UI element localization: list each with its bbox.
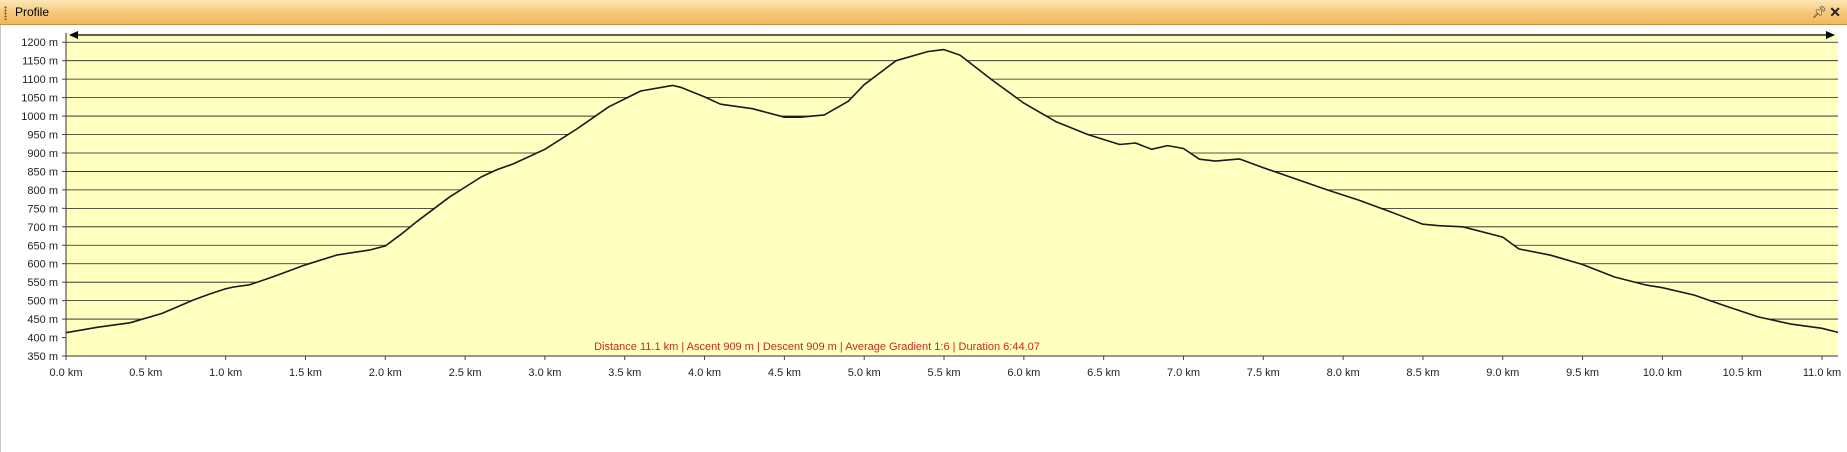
y-axis-ticks: 350 m 400 m 450 m 500 m 550 m 600 m 650 m 700 m…	[21, 37, 66, 363]
y-tick-label: 900 m	[27, 148, 58, 160]
arrow-right-icon[interactable]	[1826, 31, 1835, 39]
y-tick-label: 1050 m	[21, 93, 58, 105]
x-tick-label: 3.5 km	[608, 367, 641, 379]
x-tick-label: 2.5 km	[449, 367, 482, 379]
x-tick-label: 8.0 km	[1327, 367, 1360, 379]
elevation-chart: 350 m 400 m 450 m 500 m 550 m 600 m 650 m 700 m…	[21, 31, 1841, 379]
x-tick-label: 0.5 km	[129, 367, 162, 379]
x-tick-label: 6.5 km	[1087, 367, 1120, 379]
x-tick-label: 2.0 km	[369, 367, 402, 379]
x-tick-label: 4.0 km	[688, 367, 721, 379]
elevation-line	[65, 48, 1839, 334]
y-tick-label: 1100 m	[22, 74, 58, 86]
y-tick-label: 700 m	[27, 222, 58, 234]
x-tick-label: 9.0 km	[1486, 367, 1519, 379]
x-tick-label: 7.0 km	[1167, 367, 1200, 379]
range-arrow[interactable]	[69, 31, 1835, 39]
pin-icon[interactable]: 📌︎	[1811, 5, 1827, 19]
x-tick-label: 5.0 km	[848, 367, 881, 379]
x-tick-label: 6.0 km	[1007, 367, 1040, 379]
x-axis-ticks: 0.0 km 0.5 km 1.0 km 1.5 km 2.0 km 2.5 km 3.0 …	[49, 356, 1841, 379]
y-tick-label: 500 m	[27, 296, 58, 308]
x-tick-label: 3.0 km	[528, 367, 561, 379]
y-tick-label: 950 m	[27, 130, 58, 142]
x-tick-label: 10.0 km	[1643, 367, 1682, 379]
y-tick-label: 550 m	[27, 277, 58, 289]
x-tick-label: 1.0 km	[209, 367, 242, 379]
window-title: Profile	[15, 5, 50, 19]
y-tick-label: 750 m	[27, 203, 58, 215]
y-tick-label: 850 m	[27, 166, 58, 178]
y-tick-label: 600 m	[27, 259, 58, 271]
y-tick-label: 1000 m	[21, 111, 58, 123]
y-tick-label: 1150 m	[22, 56, 58, 68]
x-tick-label: 10.5 km	[1723, 367, 1762, 379]
x-tick-label: 8.5 km	[1406, 367, 1439, 379]
x-tick-label: 1.5 km	[289, 367, 322, 379]
y-tick-label: 650 m	[27, 240, 58, 252]
axes	[65, 33, 1838, 357]
y-tick-label: 400 m	[27, 333, 58, 345]
y-tick-label: 350 m	[27, 351, 58, 363]
x-tick-label: 5.5 km	[928, 367, 961, 379]
x-tick-label: 11.0 km	[1803, 367, 1841, 379]
route-summary: Distance 11.1 km | Ascent 909 m | Descen…	[594, 341, 1040, 353]
drag-grip-icon[interactable]	[4, 6, 7, 20]
y-tick-label: 1200 m	[21, 37, 58, 49]
y-tick-label: 450 m	[27, 314, 58, 326]
x-tick-label: 0.0 km	[49, 367, 82, 379]
y-tick-label: 800 m	[27, 185, 58, 197]
x-tick-label: 9.5 km	[1566, 367, 1599, 379]
x-tick-label: 4.5 km	[768, 367, 801, 379]
x-tick-label: 7.5 km	[1247, 367, 1280, 379]
title-bar: Profile 📌︎ ✕	[0, 0, 1847, 25]
arrow-left-icon[interactable]	[69, 31, 78, 39]
close-icon[interactable]: ✕	[1829, 4, 1841, 20]
elevation-area	[66, 49, 1838, 356]
